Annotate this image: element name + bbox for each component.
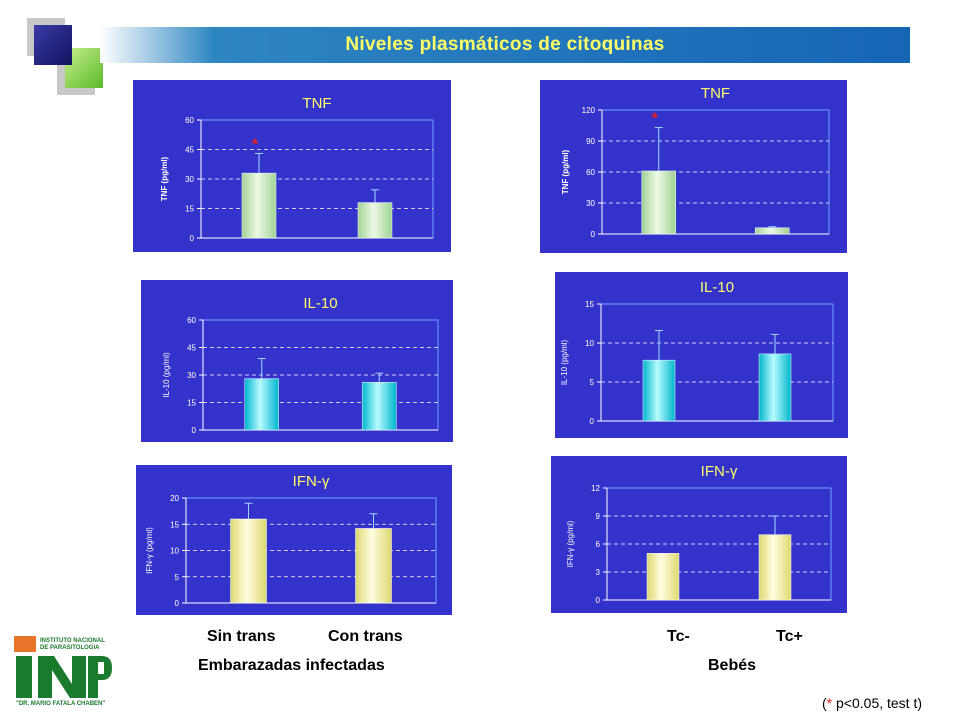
y-tick-label: 0 (175, 599, 180, 608)
y-tick-label: 15 (187, 399, 196, 408)
y-tick-label: 90 (586, 137, 595, 146)
bar-tc- (642, 359, 676, 422)
chart-title: IFN-γ (701, 463, 738, 480)
y-tick-label: 0 (591, 230, 596, 239)
chart-svg-ifn_left: IFN-γ 0 5 10 15 20 IFN-γ (pg/ml) (145, 473, 437, 608)
chart-title: IFN-γ (293, 473, 330, 490)
y-axis-label: IFN-γ (pg/ml) (145, 527, 154, 574)
bar-tc- (755, 227, 790, 235)
y-axis-label: TNF (pg/ml) (160, 156, 169, 201)
chart-il10-embarazadas: IL-10 0 15 30 45 60 IL-10 (pg/ml) (141, 280, 453, 442)
y-tick-label: 0 (192, 426, 197, 435)
footnote-open: ( (822, 695, 827, 711)
y-tick-label: 3 (596, 568, 601, 577)
chart-title: IL-10 (700, 279, 734, 296)
chart-tnf-embarazadas: TNF 0 15 30 45 60 TNF (pg/ml) * (133, 80, 451, 252)
y-axis-label: IFN-γ (pg/ml) (566, 520, 575, 567)
y-tick-label: 6 (596, 540, 601, 549)
label-tc-plus: Tc+ (776, 628, 803, 645)
bar-con-trans (355, 528, 392, 604)
y-tick-label: 120 (582, 106, 596, 115)
footnote-text: p<0.05, test t) (832, 695, 923, 711)
footnote-star: * (826, 695, 833, 711)
significance-star: * (652, 111, 659, 128)
logo-line2: DE PARASITOLOGIA (40, 645, 100, 651)
slide-title: Niveles plasmáticos de citoquinas (345, 34, 665, 55)
y-tick-label: 60 (586, 168, 595, 177)
y-axis-label: TNF (pg/ml) (561, 149, 570, 194)
inp-logo-mark (14, 636, 112, 698)
chart-ifn-embarazadas: IFN-γ 0 5 10 15 20 IFN-γ (pg/ml) (136, 465, 452, 615)
y-tick-label: 5 (590, 378, 595, 387)
bar-con-trans (362, 382, 397, 431)
label-tc-minus: Tc- (667, 628, 690, 645)
bar-sin-trans (230, 518, 267, 604)
logo-line3: "DR. MARIO FATALA CHABEN" (16, 701, 106, 707)
label-bebes: Bebés (708, 657, 757, 674)
y-tick-label: 0 (596, 596, 601, 605)
y-tick-label: 15 (185, 205, 194, 214)
y-tick-label: 15 (585, 300, 594, 309)
bar-sin-trans (244, 378, 279, 431)
chart-svg-tnf_right: TNF 0 30 60 90 120 TNF (pg/ml) * (561, 85, 830, 239)
chart-svg-il10_left: IL-10 0 15 30 45 60 IL-10 (pg/ml) (162, 295, 439, 435)
y-tick-label: 0 (590, 417, 595, 426)
logo-line1: INSTITUTO NACIONAL (40, 638, 105, 644)
bar-tc- (758, 534, 792, 601)
bar-tc- (641, 170, 676, 235)
y-tick-label: 60 (187, 316, 196, 325)
y-tick-label: 20 (170, 494, 179, 503)
chart-svg-il10_right: IL-10 0 5 10 15 IL-10 (pg/ml) (560, 279, 834, 426)
chart-ifn-bebes: IFN-γ 0 3 6 9 12 IFN-γ (pg/ml) (551, 456, 847, 613)
bar-sin-trans (241, 172, 277, 239)
bar-tc- (646, 553, 680, 601)
y-tick-label: 0 (190, 234, 195, 243)
footnote: (* p<0.05, test t) (822, 695, 922, 711)
significance-star: * (252, 136, 259, 153)
y-tick-label: 15 (170, 520, 179, 529)
inp-logo: INSTITUTO NACIONAL DE PARASITOLOGIA "DR.… (14, 636, 114, 708)
y-tick-label: 12 (591, 484, 600, 493)
y-tick-label: 5 (175, 573, 180, 582)
label-embarazadas-infectadas: Embarazadas infectadas (198, 657, 385, 674)
chart-title: IL-10 (303, 295, 337, 312)
chart-tnf-bebes: TNF 0 30 60 90 120 TNF (pg/ml) * (540, 80, 847, 253)
plot-frame (600, 303, 834, 422)
y-axis-label: IL-10 (pg/ml) (560, 339, 569, 385)
chart-svg-ifn_right: IFN-γ 0 3 6 9 12 IFN-γ (pg/ml) (566, 463, 832, 605)
y-tick-label: 10 (170, 547, 179, 556)
y-tick-label: 30 (187, 371, 196, 380)
chart-title: TNF (302, 95, 331, 112)
bar-con-trans (357, 202, 393, 239)
chart-il10-bebes: IL-10 0 5 10 15 IL-10 (pg/ml) (555, 272, 848, 438)
y-tick-label: 45 (187, 344, 196, 353)
y-tick-label: 9 (596, 512, 601, 521)
y-tick-label: 60 (185, 116, 194, 125)
decor-square-navy (34, 25, 72, 65)
chart-title: TNF (701, 85, 730, 102)
chart-svg-tnf_left: TNF 0 15 30 45 60 TNF (pg/ml) * (160, 95, 434, 243)
title-bar: Niveles plasmáticos de citoquinas (100, 27, 910, 63)
bar-tc- (758, 353, 792, 422)
label-sin-trans: Sin trans (207, 628, 276, 645)
y-tick-label: 30 (185, 175, 194, 184)
y-tick-label: 45 (185, 146, 194, 155)
y-tick-label: 10 (585, 339, 594, 348)
y-axis-label: IL-10 (pg/ml) (162, 352, 171, 398)
label-con-trans: Con trans (328, 628, 403, 645)
y-tick-label: 30 (586, 199, 595, 208)
